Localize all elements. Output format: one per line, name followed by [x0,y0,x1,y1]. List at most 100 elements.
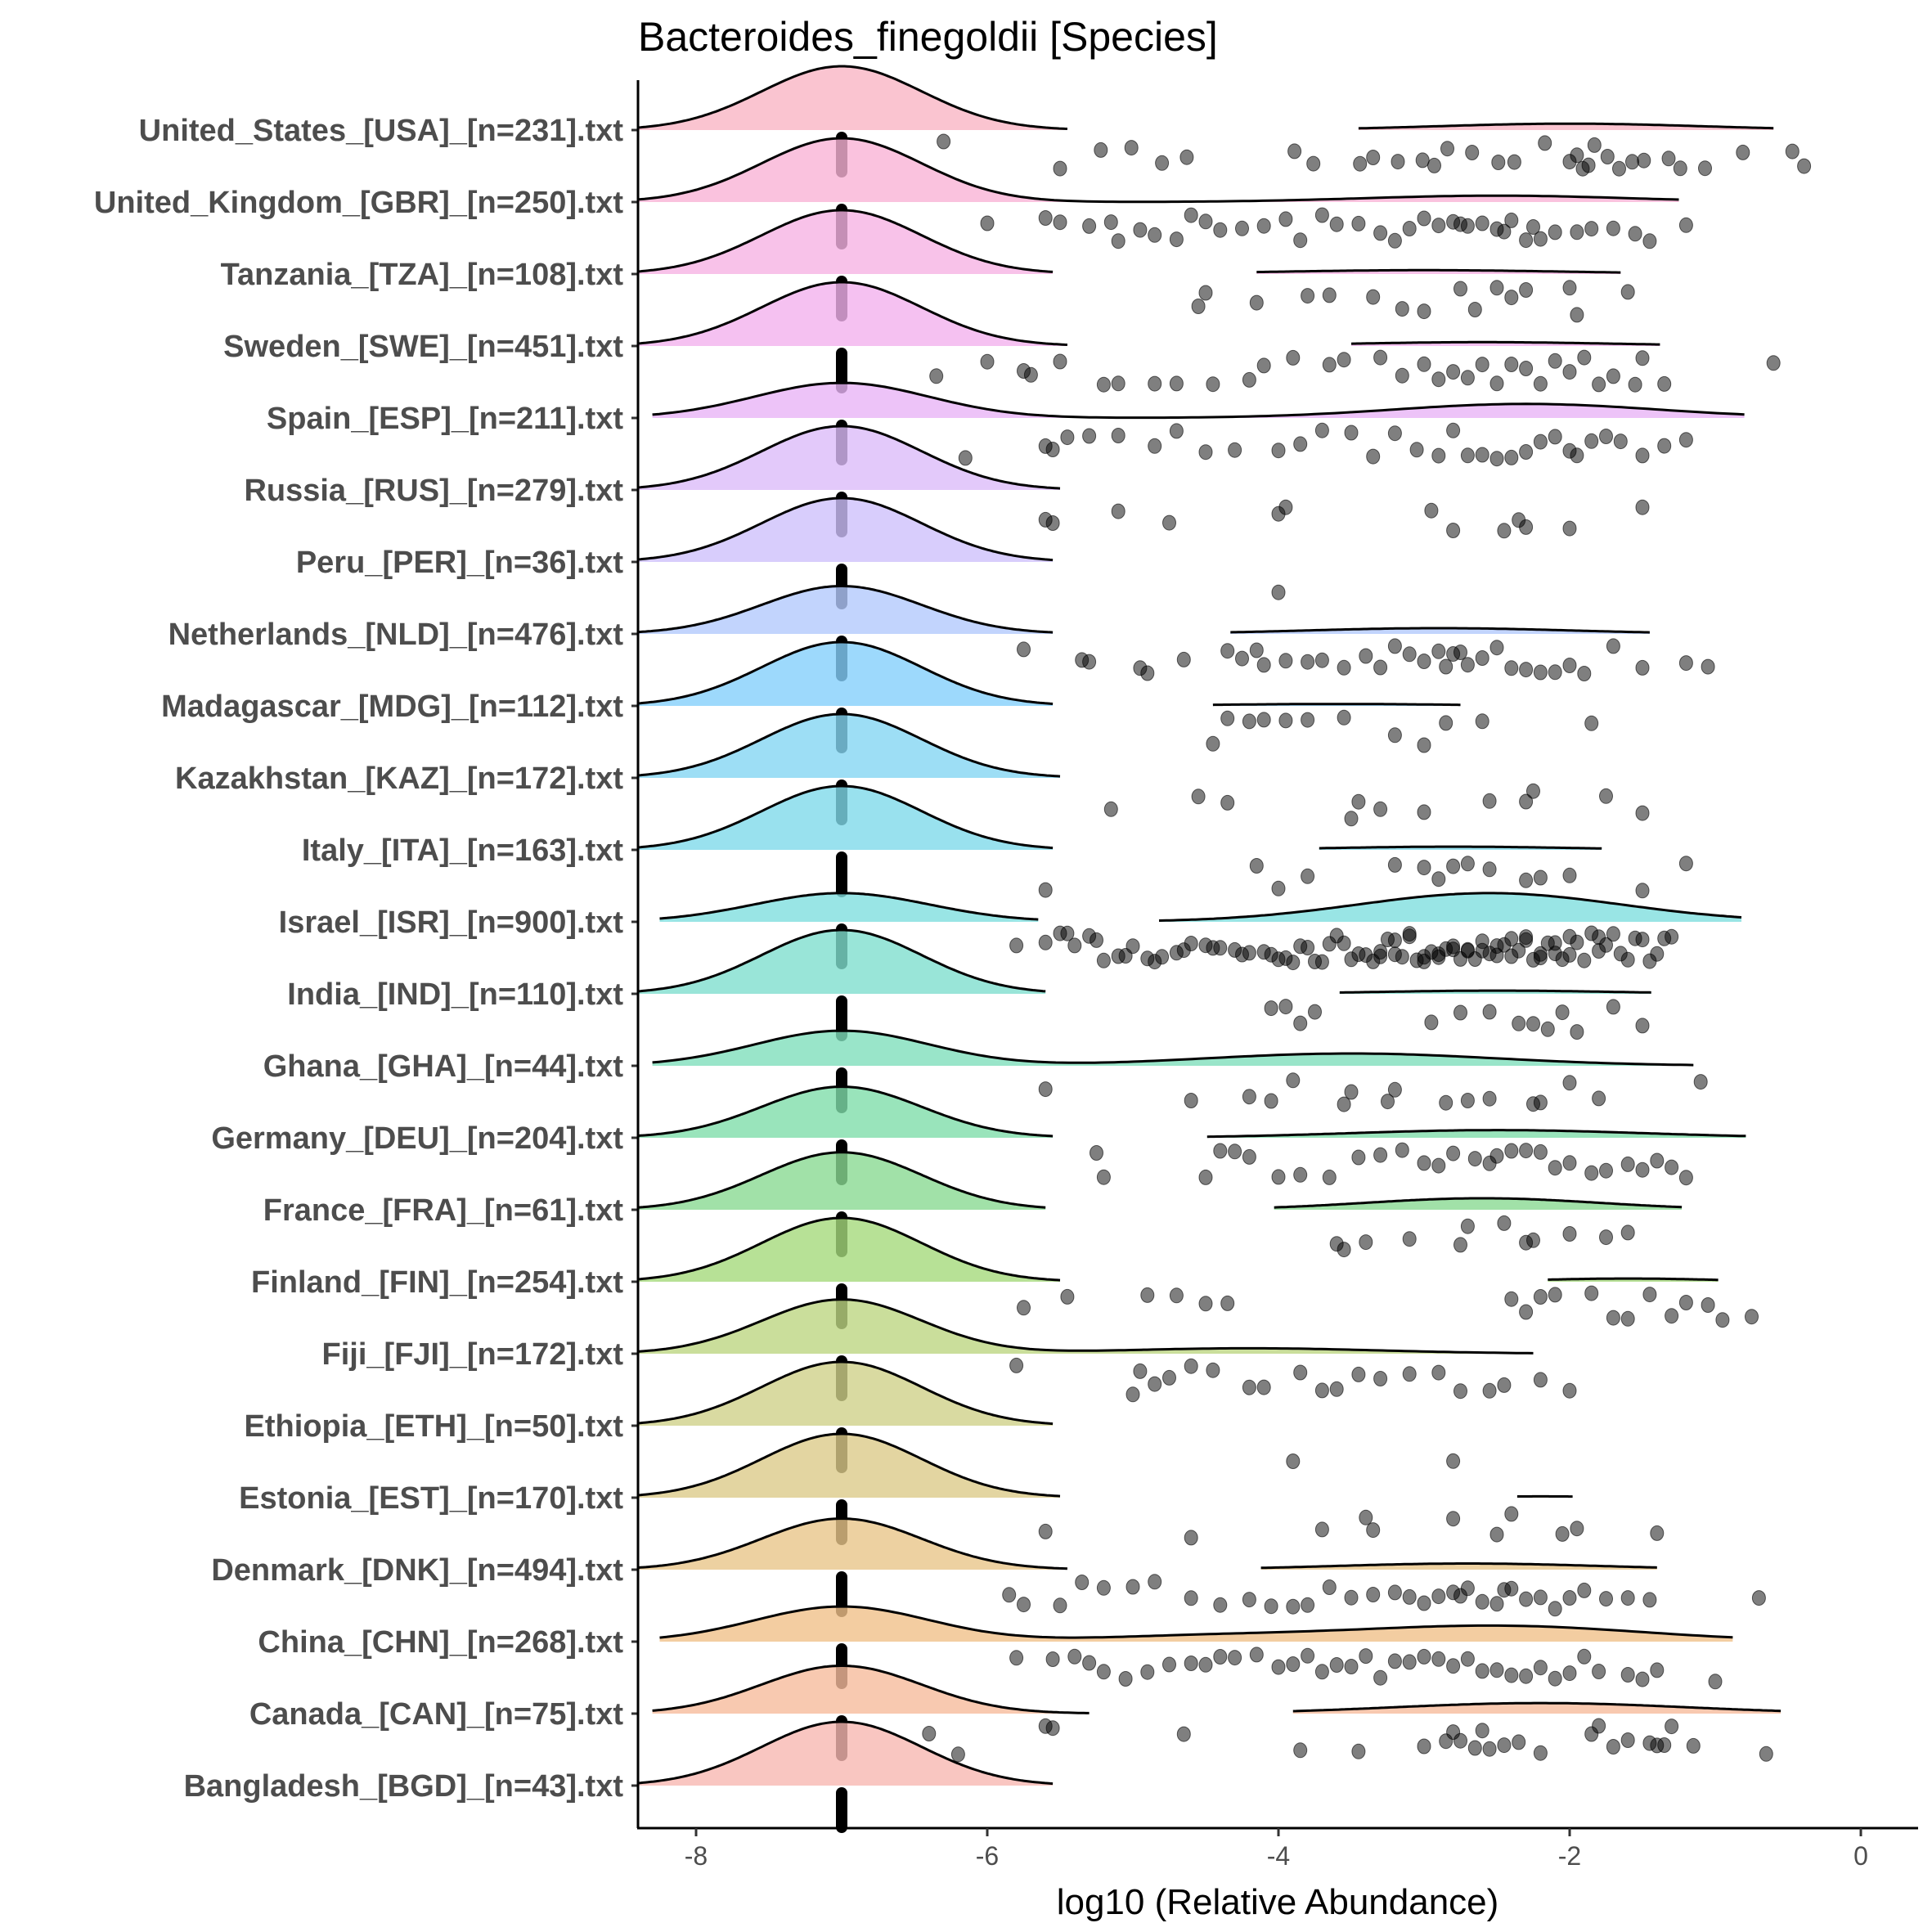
data-point [1271,443,1286,459]
data-point [1475,650,1489,666]
density-fill [637,1434,1060,1498]
data-point [1293,1166,1308,1183]
data-point [1766,355,1781,371]
data-point [1124,140,1139,156]
density-fill [637,426,1060,490]
data-point [1678,217,1693,233]
data-point [1271,880,1286,896]
data-point [1446,1511,1461,1527]
data-point [1344,1659,1359,1674]
data-point [1417,953,1431,969]
data-point [1082,1655,1097,1671]
data-point [1489,1596,1504,1612]
data-point [1678,856,1693,872]
data-point [1642,1287,1657,1303]
data-point [1482,1382,1497,1399]
data-point [1562,280,1577,296]
data-point [1625,154,1639,170]
density-line [1206,1129,1746,1139]
y-tick-label: Tanzania_[TZA]_[n=108].txt [221,258,624,292]
data-point [1599,1591,1613,1607]
ridge-series [637,1720,1054,1833]
data-point [1038,1081,1053,1098]
data-point [1592,1718,1606,1734]
density-line [637,209,1054,273]
data-point [1584,433,1599,449]
x-axis-ticks: -8 -6 -4 -2 0 [685,1828,1868,1871]
data-point [1198,1296,1213,1312]
data-point [1519,872,1534,888]
density-fill [1274,1198,1683,1210]
data-point [1053,160,1067,177]
density-line [1358,122,1774,130]
data-point [1661,151,1676,167]
data-point [1577,666,1592,681]
data-point [1635,350,1650,366]
data-point [1460,942,1475,959]
data-point [950,1746,965,1763]
density-line [1350,340,1660,346]
data-point [1387,856,1402,873]
data-point [1686,1737,1701,1754]
data-point [1507,154,1521,170]
data-point [1322,1169,1337,1185]
data-point [1256,1379,1271,1395]
data-point [1256,657,1271,673]
density-line [1548,1277,1719,1282]
data-point [1431,447,1446,464]
data-point [1431,1651,1446,1667]
data-point [1417,804,1431,820]
data-point [1736,144,1750,160]
density-line [637,425,1061,490]
data-point [1053,214,1067,231]
data-point [1570,147,1584,164]
data-point [1613,434,1628,450]
x-tick-label: -8 [685,1841,708,1871]
y-axis-labels: United_States_[USA]_[n=231].txt United_Ki… [94,114,638,1804]
data-point [1060,925,1075,941]
data-point [1657,1737,1672,1753]
data-point [1540,1021,1555,1037]
data-point [1387,232,1402,249]
data-point [1278,653,1293,669]
data-point [1538,135,1552,151]
y-tick-label: China_[CHN]_[n=268].txt [258,1625,623,1660]
data-point [1417,737,1431,753]
data-point [1650,1662,1665,1678]
data-point [1612,160,1626,177]
data-point [1337,1242,1351,1258]
data-point [1045,1720,1060,1737]
data-point [1096,376,1111,393]
x-tick-label: -2 [1558,1841,1581,1871]
data-point [1213,1649,1228,1665]
ridge-series [637,1360,1461,1473]
data-point [1533,1143,1548,1160]
data-point [1482,793,1497,809]
data-point [1548,353,1562,369]
data-point [1169,1287,1184,1304]
data-point [1635,883,1650,899]
data-point [1191,299,1206,314]
data-point [1635,447,1650,464]
x-axis-label: log10 (Relative Abundance) [1057,1882,1499,1922]
data-point [1045,442,1060,457]
data-point [1286,1656,1301,1672]
density-fill [1358,124,1774,130]
ridge-series [637,496,1286,609]
data-point [1467,1740,1482,1756]
density-line [637,1298,1534,1355]
data-point [1184,1656,1198,1671]
data-point [1606,368,1620,384]
data-point [1206,735,1220,752]
x-tick-label: -6 [976,1841,999,1871]
data-point [1264,1093,1278,1109]
ridge-series [652,1029,1708,1113]
data-point [1577,1582,1592,1598]
density-fill [1159,892,1742,922]
data-point [1402,1366,1417,1382]
data-point [1387,638,1402,654]
data-point [1431,1364,1446,1381]
density-fill [652,383,1745,418]
data-point [1482,1090,1497,1107]
data-point [1271,1169,1286,1185]
